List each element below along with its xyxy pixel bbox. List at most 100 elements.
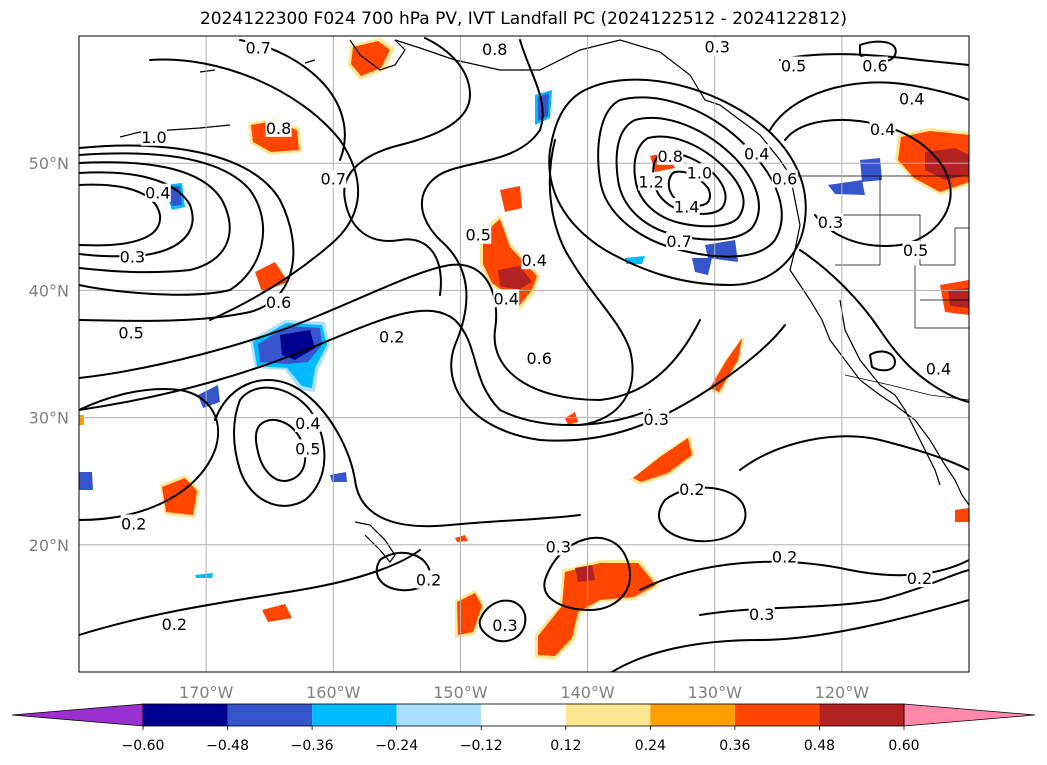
contour-label-bg: [906, 569, 933, 588]
contour-line: [79, 161, 231, 274]
contour-label: 1.0: [687, 163, 712, 182]
contour-line: [79, 263, 701, 401]
fill-patch: [710, 338, 742, 392]
contour-line: [869, 350, 896, 372]
contour-label: 0.4: [899, 90, 924, 109]
contour-label: 0.8: [266, 119, 291, 138]
fill-patch: [565, 412, 578, 425]
alaska-peninsula: [349, 39, 406, 71]
coastlines: [119, 39, 969, 563]
contour-line: [739, 435, 969, 471]
colorbar-tick-label: −0.24: [375, 738, 418, 754]
contour-label-bg: [118, 323, 145, 342]
contour-label-bg: [925, 359, 952, 378]
contour-label-bg: [521, 251, 548, 270]
contour-labels: 0.7 0.8 0.30.5 0.60.40.41.0 0.80.70.40.30.50…: [118, 37, 952, 635]
map-background: [79, 36, 969, 672]
colorbar-tick-label: 0.12: [550, 738, 581, 754]
contour-line: [597, 96, 783, 258]
contour-label: 0.2: [679, 480, 704, 499]
contour-line: [79, 183, 162, 247]
colorbar-segment: [312, 704, 397, 726]
colorbar-segment: [565, 704, 651, 726]
north-america-coast: [394, 39, 969, 506]
contour-label-bg: [415, 570, 442, 589]
fill-patch: [351, 41, 390, 76]
hawaii-islands: [354, 521, 396, 563]
colorbar-segment: [481, 704, 566, 726]
contour-label: 0.6: [266, 293, 291, 312]
fill-patch: [500, 186, 522, 212]
contour-label: 0.3: [818, 213, 843, 232]
contour-label-bg: [638, 172, 665, 191]
us-mexico-border: [844, 374, 969, 401]
contour-label-bg: [869, 120, 896, 139]
contour-line: [254, 418, 307, 482]
fill-patch: [828, 180, 865, 195]
contour-label: 0.4: [926, 359, 951, 378]
contour-label-bg: [771, 169, 798, 188]
fill-patch: [955, 508, 969, 522]
contour-label-bg: [320, 169, 347, 188]
colorbar-tick-label: 0.48: [804, 738, 835, 754]
contour-label-bg: [643, 410, 670, 429]
lon-tick-label: 160°W: [306, 683, 361, 702]
pv-contours: [79, 37, 969, 672]
contour-label: 0.2: [162, 615, 187, 634]
contour-line: [799, 249, 969, 403]
contour-label-bg: [748, 604, 775, 623]
contour-label-bg: [861, 56, 888, 75]
contour-line: [343, 37, 471, 296]
contour-label: 0.7: [666, 232, 691, 251]
contour-line: [79, 388, 220, 521]
contour-label-bg: [902, 240, 929, 259]
contour-label-bg: [294, 413, 321, 432]
contour-line: [79, 309, 651, 426]
contour-line: [548, 139, 634, 426]
contour-label: 1.2: [638, 172, 663, 191]
contour-label-bg: [120, 514, 147, 533]
contour-label-bg: [743, 144, 770, 163]
contour-label-bg: [144, 183, 171, 202]
fill-patch: [538, 563, 656, 656]
contour-label-bg: [657, 146, 684, 165]
contour-label: 0.4: [521, 251, 546, 270]
contour-label: 0.4: [145, 184, 170, 203]
contour-label: 0.2: [416, 570, 441, 589]
contour-line: [548, 78, 807, 286]
contour-line: [769, 81, 969, 131]
contour-label: 0.3: [546, 537, 571, 556]
contour-line: [639, 559, 969, 591]
contour-label-bg: [678, 480, 705, 499]
contour-label: 0.5: [781, 57, 806, 76]
contour-label: 0.5: [295, 439, 320, 458]
lon-tick-label: 130°W: [688, 683, 743, 702]
fill-patch: [860, 158, 882, 182]
contour-line: [633, 135, 745, 228]
contour-line: [699, 569, 969, 616]
contour-label: 0.2: [379, 327, 404, 346]
contour-label-bg: [771, 547, 798, 566]
contour-label-bg: [704, 37, 731, 56]
contour-label: 0.5: [903, 241, 928, 260]
lat-tick-label: 50°N: [29, 154, 69, 173]
contour-label-bg: [898, 89, 925, 108]
contour-line: [79, 549, 421, 636]
contour-label-bg: [493, 289, 520, 308]
contour-label-bg: [491, 616, 518, 635]
baja-california-coast: [839, 299, 941, 486]
contour-label-bg: [481, 39, 508, 58]
lon-tick-label: 120°W: [815, 683, 870, 702]
contour-label: 0.3: [644, 410, 669, 429]
contour-line: [79, 171, 194, 258]
fill-patch: [948, 288, 969, 308]
contour-label-bg: [294, 439, 321, 458]
contour-label: 0.2: [772, 548, 797, 567]
colorbar-tick-label: −0.48: [206, 738, 249, 754]
colorbar-tick-label: −0.36: [291, 738, 334, 754]
contour-line: [149, 58, 360, 321]
latitude-ticks: 20°N 30°N 40°N 50°N: [29, 154, 69, 555]
fill-patch: [498, 266, 532, 290]
fill-patch: [633, 438, 692, 482]
